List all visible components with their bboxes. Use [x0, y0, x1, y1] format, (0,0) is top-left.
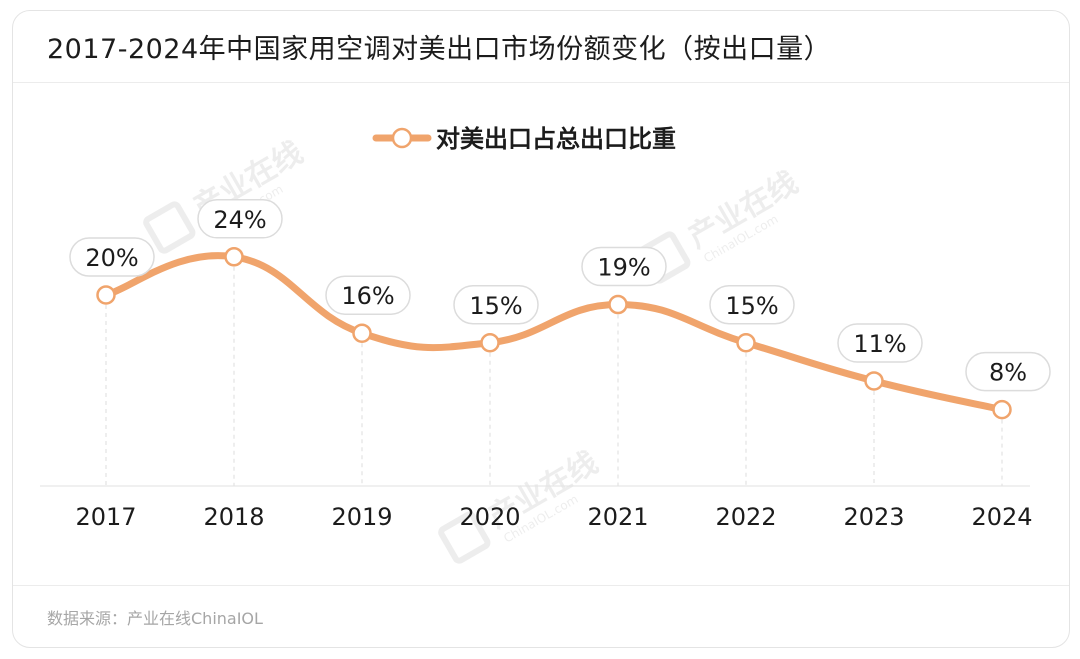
legend-marker [391, 127, 413, 149]
data-point [96, 285, 116, 305]
data-label: 11% [837, 323, 923, 363]
data-point [864, 371, 884, 391]
data-point [480, 333, 500, 353]
x-tick-label: 2021 [587, 503, 648, 531]
data-source: 数据来源：产业在线ChinaIOL [47, 609, 263, 628]
data-points [96, 247, 1012, 420]
data-label: 19% [581, 246, 667, 287]
svg-text:24%: 24% [213, 206, 266, 234]
svg-text:15%: 15% [469, 292, 522, 320]
x-tick-label: 2019 [331, 503, 392, 531]
legend-label: 对美出口占总出口比重 [436, 125, 676, 153]
title-divider [13, 82, 1069, 83]
data-label: 24% [197, 199, 283, 239]
x-tick-label: 2024 [971, 503, 1032, 531]
chart-title: 2017-2024年中国家用空调对美出口市场份额变化（按出口量） [47, 34, 832, 65]
x-tick-label: 2020 [459, 503, 520, 531]
x-tick-label: 2018 [203, 503, 264, 531]
svg-text:20%: 20% [85, 244, 138, 272]
x-tick-label: 2023 [843, 503, 904, 531]
data-label: 8% [965, 351, 1051, 392]
footer-divider [13, 585, 1069, 586]
data-point [608, 294, 628, 315]
svg-text:11%: 11% [853, 330, 906, 358]
data-label: 15% [709, 285, 795, 325]
x-tick-label: 2017 [75, 503, 136, 531]
svg-text:8%: 8% [989, 359, 1027, 387]
data-point [352, 323, 372, 343]
data-label: 15% [453, 285, 539, 325]
data-point [992, 399, 1012, 420]
data-point [736, 333, 756, 353]
svg-text:16%: 16% [341, 282, 394, 310]
series-line [102, 252, 1006, 414]
data-label: 16% [325, 275, 411, 315]
watermark: 产业在线ChinaIOL.com [143, 135, 309, 254]
drop-lines [105, 266, 1003, 486]
data-labels: 20% 24% 16% 15% 19% 15% 11% 8% [69, 199, 1051, 392]
x-axis-ticks: 2017 2018 2019 2020 2021 2022 2023 2024 [75, 503, 1032, 531]
svg-text:19%: 19% [597, 254, 650, 282]
data-label: 20% [69, 237, 155, 277]
svg-text:15%: 15% [725, 292, 778, 320]
data-point [224, 247, 244, 267]
x-tick-label: 2022 [715, 503, 776, 531]
legend: 对美出口占总出口比重 [372, 125, 676, 153]
